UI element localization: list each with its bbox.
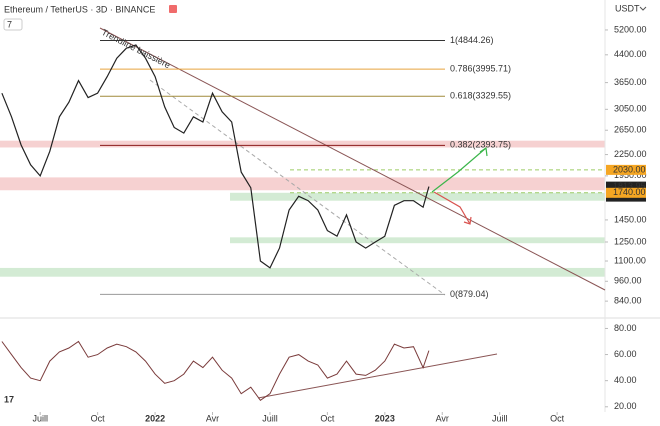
fib-diagonal: [149, 79, 446, 296]
y-tick-label: 5200.00: [614, 24, 647, 34]
y-tick-label: 3050.00: [614, 104, 647, 114]
fib-label: 0(879.04): [450, 289, 489, 299]
favorite-icon[interactable]: [169, 5, 177, 13]
y-tick-label: 1250.00: [614, 236, 647, 246]
x-tick-label: Juill: [492, 413, 508, 423]
fib-label: 1(4844.26): [450, 35, 494, 45]
fib-label: 0.382(2393.75): [450, 140, 511, 150]
currency-caret[interactable]: [639, 6, 647, 11]
x-tick-label: Juill: [32, 413, 48, 423]
rsi-tick-label: 60.00: [614, 349, 637, 359]
y-tick-label: 840.00: [614, 296, 642, 306]
fib-label: 0.786(3995.71): [450, 64, 511, 74]
y-tick-label: 2650.00: [614, 125, 647, 135]
zone: [230, 192, 605, 201]
price-tag: [606, 164, 646, 175]
y-tick-label: 4400.00: [614, 49, 647, 59]
x-tick-label: Oct: [320, 413, 335, 423]
y-tick-label: 1100.00: [614, 255, 646, 265]
fib-label: 0.618(3329.55): [450, 91, 511, 101]
bear-arrow-head: [463, 216, 472, 225]
rsi-tick-label: 20.00: [614, 401, 637, 411]
y-tick-label: 1450.00: [614, 214, 647, 224]
x-tick-label: Juill: [262, 413, 278, 423]
interval-badge[interactable]: 7: [7, 19, 12, 29]
x-tick-label: Oct: [550, 413, 565, 423]
y-tick-label: 3650.00: [614, 77, 647, 87]
rsi-trendline: [257, 353, 498, 399]
zone: [0, 267, 605, 277]
tv-logo: 17: [4, 394, 14, 404]
rsi-tick-label: 80.00: [614, 323, 637, 333]
currency[interactable]: USDT: [615, 3, 640, 13]
price-tag: [606, 187, 646, 198]
x-tick-label: Avr: [436, 413, 449, 423]
zone: [230, 237, 605, 244]
zone: [0, 177, 605, 191]
x-tick-label: 2023: [375, 413, 395, 423]
interval-box[interactable]: [3, 18, 23, 31]
x-tick-label: 2022: [145, 413, 165, 423]
price-tag-label: 1740.00: [613, 187, 646, 197]
y-tick-label: 1950.00: [614, 170, 647, 180]
y-tick-label: 960.00: [614, 276, 642, 286]
y-tick-label: 2250.00: [614, 149, 647, 159]
x-tick-label: Avr: [206, 413, 219, 423]
rsi-line: [1, 340, 430, 401]
bull-arrow: [431, 147, 487, 193]
chart-title: Ethereum / TetherUS · 3D · BINANCE: [4, 4, 155, 14]
price-tag-label: 1813.95: [613, 181, 646, 191]
zone: [0, 140, 605, 148]
rsi-tick-label: 40.00: [614, 375, 637, 385]
bear-arrow: [433, 191, 471, 225]
bull-arrow-head: [479, 146, 488, 157]
price-tag-label: 2030.00: [613, 164, 646, 174]
price-line: [1, 44, 430, 269]
trendline: [99, 27, 606, 291]
x-tick-label: Oct: [91, 413, 106, 423]
